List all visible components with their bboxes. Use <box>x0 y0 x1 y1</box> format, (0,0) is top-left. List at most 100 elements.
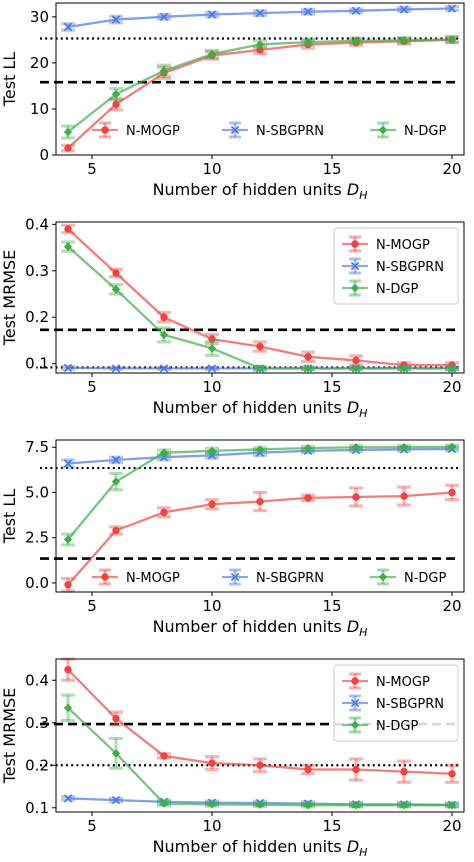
x-axis-label: Number of hidden units DH <box>153 837 368 859</box>
data-point <box>351 801 361 810</box>
data-point <box>303 443 313 453</box>
data-point <box>351 443 361 452</box>
data-point <box>303 801 313 810</box>
y-tick-label: 0.3 <box>25 262 49 280</box>
data-point <box>256 342 264 351</box>
data-point <box>207 10 217 19</box>
data-point <box>208 335 216 343</box>
data-point <box>351 6 361 15</box>
n-dgp-legend-marker <box>378 125 388 135</box>
data-point <box>255 40 265 49</box>
data-point <box>111 455 121 465</box>
x-axis-label-subscript: H <box>359 626 367 639</box>
data-point <box>159 448 169 457</box>
y-tick-label: 0 <box>39 146 49 164</box>
legend-label-n-dgp: N-DGP <box>376 719 418 734</box>
data-point <box>63 794 73 803</box>
data-point <box>399 443 409 452</box>
n-sbgprn-legend-symbol <box>222 121 248 139</box>
x-tick-label: 5 <box>87 597 97 615</box>
data-point <box>447 4 457 13</box>
x-tick-label: 5 <box>87 817 97 835</box>
x-tick-label: 10 <box>202 597 221 615</box>
legend: N-MOGP N-SBGPRN N-DGP <box>92 121 446 139</box>
data-point <box>111 15 121 24</box>
x-axis-label: Number of hidden units DH <box>153 398 368 420</box>
x-tick-label: 20 <box>442 160 461 178</box>
data-point <box>112 526 120 535</box>
data-point <box>160 313 168 321</box>
legend-label-n-mogp: N-MOGP <box>376 238 430 253</box>
data-point <box>111 285 121 294</box>
data-point <box>159 364 169 373</box>
data-point <box>399 36 409 45</box>
data-point <box>111 477 121 486</box>
n-sbgprn-legend-symbol <box>342 694 368 712</box>
data-point <box>303 7 313 16</box>
legend-label-n-sbgprn: N-SBGPRN <box>256 571 324 586</box>
data-point <box>352 765 360 774</box>
x-tick-label: 5 <box>87 378 97 396</box>
data-point <box>63 242 73 251</box>
x-axis-label-subscript: H <box>359 407 367 420</box>
data-point <box>447 442 457 452</box>
data-point <box>351 36 361 45</box>
legend-label-n-dgp: N-DGP <box>404 124 446 139</box>
n-sbgprn-legend-symbol <box>222 568 248 586</box>
data-point <box>255 445 265 454</box>
n-dgp-legend-marker <box>350 283 360 293</box>
data-point <box>303 364 313 373</box>
data-point <box>207 446 217 456</box>
legend-label-n-dgp: N-DGP <box>404 571 446 586</box>
x-axis-label-symbol: D <box>347 617 359 636</box>
legend-box <box>333 664 459 742</box>
data-point <box>208 759 216 767</box>
data-point <box>399 5 409 14</box>
x-axis-label-text: Number of hidden units <box>153 398 347 417</box>
x-axis-label: Number of hidden units DH <box>153 617 368 639</box>
series-n-dgp <box>61 442 459 547</box>
data-point <box>352 493 360 501</box>
legend: N-MOGP N-SBGPRN N-DGP <box>333 664 459 742</box>
y-tick-label: 0.1 <box>25 799 49 817</box>
data-point <box>304 353 312 361</box>
data-point <box>207 364 217 373</box>
n-mogp-legend-marker <box>351 677 359 685</box>
data-point <box>351 364 361 373</box>
data-point <box>111 795 121 805</box>
plot-frame <box>55 221 465 374</box>
x-tick-label: 10 <box>202 160 221 178</box>
x-axis-label-subscript: H <box>359 846 367 859</box>
data-point <box>400 767 408 776</box>
x-tick-label: 10 <box>202 817 221 835</box>
data-point <box>64 581 72 589</box>
n-dgp-legend-symbol <box>342 716 368 734</box>
x-axis-label-symbol: D <box>347 180 359 199</box>
data-point <box>159 330 169 340</box>
n-dgp-legend-symbol <box>342 279 368 297</box>
data-point <box>64 665 72 674</box>
n-dgp-legend-marker <box>378 572 388 582</box>
legend: N-MOGP N-SBGPRN N-DGP <box>333 227 459 305</box>
x-axis-label-text: Number of hidden units <box>153 837 347 856</box>
data-point <box>111 90 121 99</box>
y-tick-label: 0.1 <box>25 355 49 373</box>
data-point <box>63 703 73 713</box>
x-tick-label: 5 <box>87 160 97 178</box>
data-point <box>63 459 73 468</box>
y-axis-label: Test MRMSE <box>0 250 19 347</box>
plot-frame <box>55 2 465 156</box>
data-point <box>160 752 168 760</box>
y-tick-label: 0.0 <box>25 574 49 592</box>
data-point <box>399 364 409 373</box>
y-tick-label: 0.3 <box>25 714 49 732</box>
series-n-dgp <box>61 35 459 140</box>
data-point <box>64 144 72 152</box>
y-tick-label: 0.4 <box>25 215 49 233</box>
n-mogp-legend-marker <box>101 126 109 134</box>
data-point <box>207 344 217 353</box>
data-point <box>255 364 265 373</box>
data-point <box>447 364 457 373</box>
data-point <box>160 508 168 517</box>
